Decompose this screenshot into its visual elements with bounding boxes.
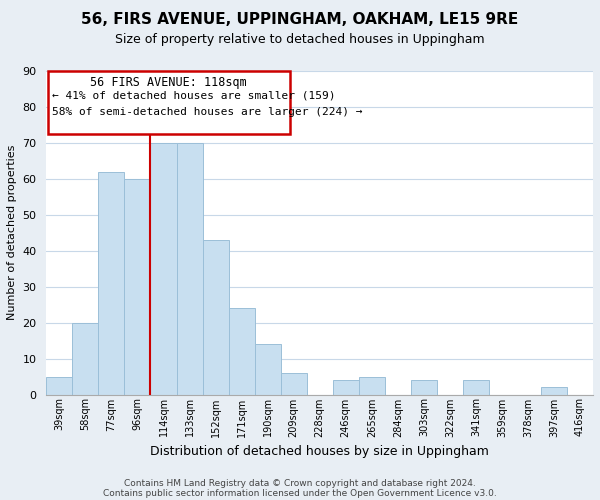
Bar <box>73 322 98 394</box>
Bar <box>411 380 437 394</box>
Text: Contains public sector information licensed under the Open Government Licence v3: Contains public sector information licen… <box>103 488 497 498</box>
Bar <box>176 143 203 395</box>
Bar <box>229 308 254 394</box>
Bar <box>46 376 73 394</box>
Bar <box>463 380 489 394</box>
Bar <box>541 388 567 394</box>
Bar <box>124 179 151 394</box>
Bar <box>333 380 359 394</box>
Bar <box>203 240 229 394</box>
Bar <box>281 373 307 394</box>
Bar <box>359 376 385 394</box>
Text: ← 41% of detached houses are smaller (159): ← 41% of detached houses are smaller (15… <box>52 90 335 101</box>
Text: 56, FIRS AVENUE, UPPINGHAM, OAKHAM, LE15 9RE: 56, FIRS AVENUE, UPPINGHAM, OAKHAM, LE15… <box>82 12 518 28</box>
Bar <box>98 172 124 394</box>
FancyBboxPatch shape <box>47 71 290 134</box>
Text: Size of property relative to detached houses in Uppingham: Size of property relative to detached ho… <box>115 32 485 46</box>
X-axis label: Distribution of detached houses by size in Uppingham: Distribution of detached houses by size … <box>150 445 489 458</box>
Text: Contains HM Land Registry data © Crown copyright and database right 2024.: Contains HM Land Registry data © Crown c… <box>124 478 476 488</box>
Text: 58% of semi-detached houses are larger (224) →: 58% of semi-detached houses are larger (… <box>52 107 362 117</box>
Y-axis label: Number of detached properties: Number of detached properties <box>7 145 17 320</box>
Text: 56 FIRS AVENUE: 118sqm: 56 FIRS AVENUE: 118sqm <box>91 76 247 90</box>
Bar <box>151 143 176 395</box>
Bar <box>254 344 281 395</box>
